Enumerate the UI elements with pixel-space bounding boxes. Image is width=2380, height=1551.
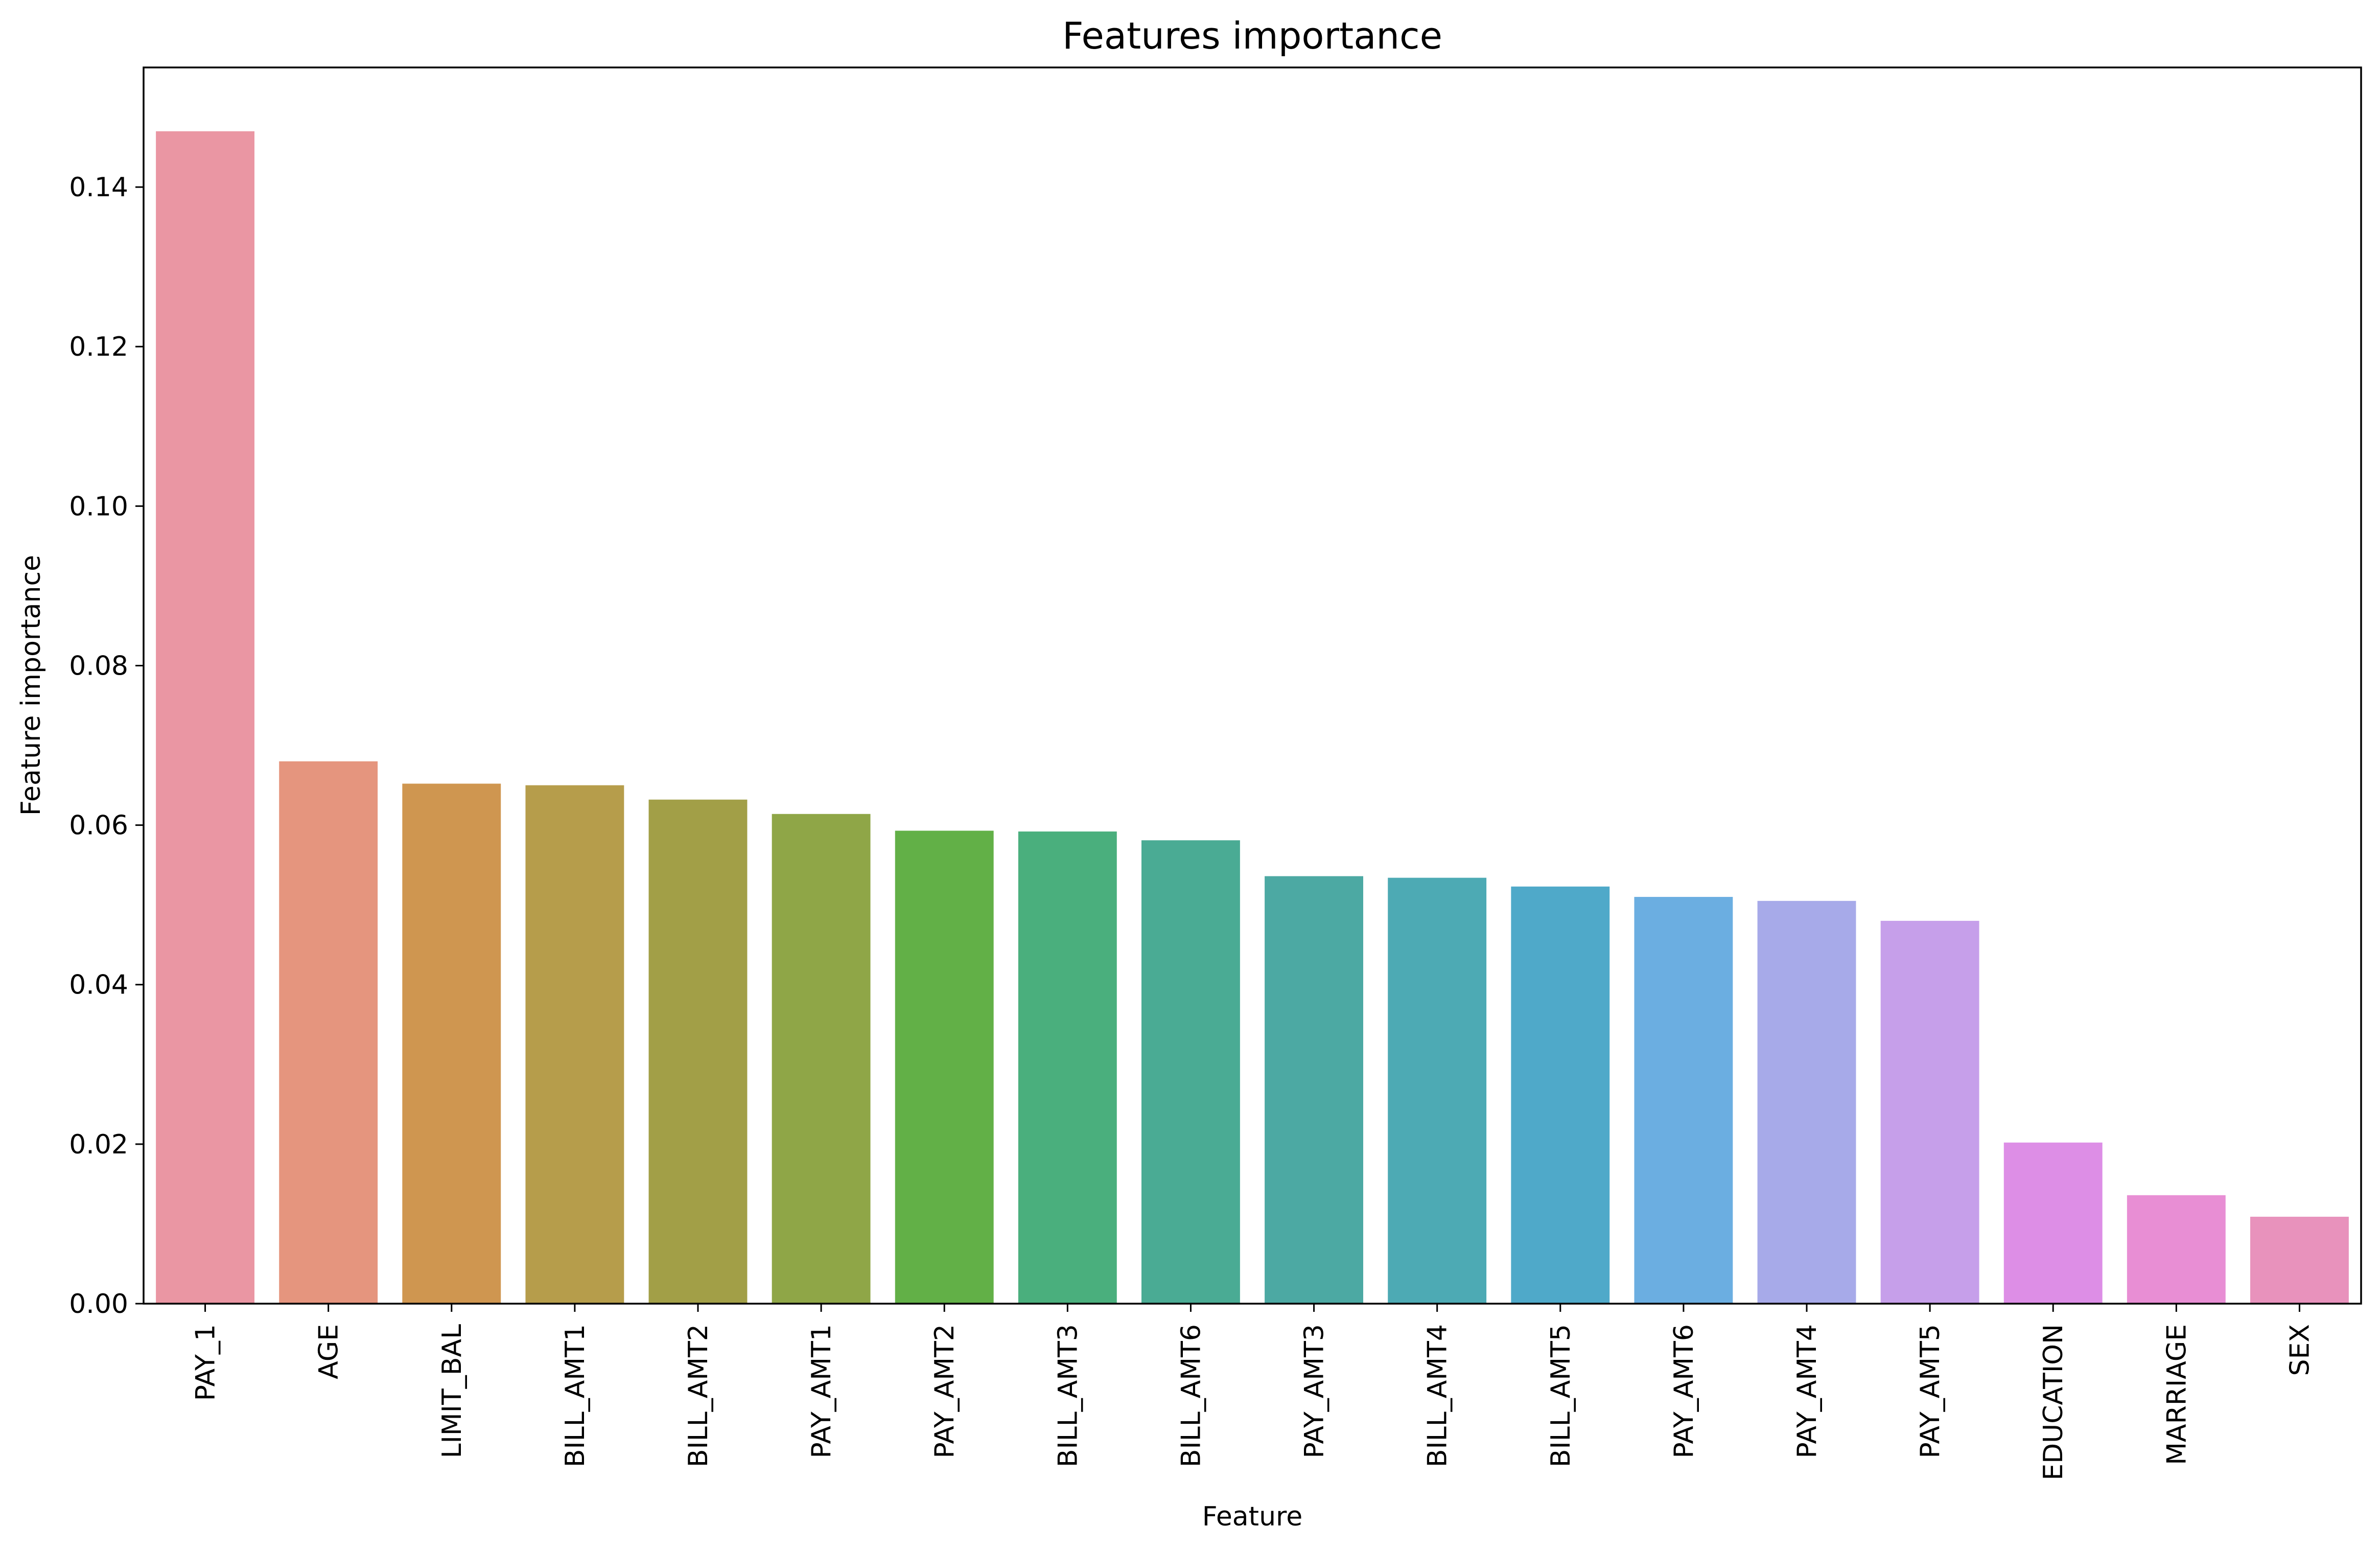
x-tick-label: LIMIT_BAL	[437, 1324, 468, 1459]
x-tick-label: PAY_AMT2	[929, 1324, 960, 1459]
x-tick-label: PAY_AMT1	[806, 1324, 837, 1459]
bar-pay-amt1	[772, 814, 871, 1304]
bar-pay-1	[156, 131, 254, 1304]
x-tick-label: BILL_AMT6	[1176, 1324, 1206, 1467]
x-tick-label: BILL_AMT1	[560, 1324, 591, 1467]
y-tick-label: 0.10	[69, 491, 128, 522]
x-tick-label: BILL_AMT3	[1053, 1324, 1083, 1467]
x-tick-label: SEX	[2284, 1324, 2315, 1376]
bar-pay-amt4	[1757, 900, 1856, 1304]
y-axis-label: Feature importance	[16, 555, 46, 816]
x-axis-ticks: PAY_1 AGE LIMIT_BAL BILL_AMT1 BILL_AMT2 PAY_A…	[191, 1304, 2315, 1480]
x-tick-label: PAY_AMT6	[1669, 1324, 1699, 1459]
bar-education	[2003, 1142, 2103, 1304]
bar-bill-amt5	[1511, 886, 1610, 1304]
x-tick-label: PAY_AMT3	[1299, 1324, 1330, 1459]
x-tick-label: PAY_1	[191, 1324, 221, 1401]
bar-bill-amt2	[648, 799, 748, 1304]
x-tick-label: BILL_AMT5	[1546, 1324, 1576, 1467]
y-tick-label: 0.02	[69, 1129, 128, 1160]
plot-frame	[143, 66, 2362, 1305]
chart-title: Features importance	[1062, 14, 1442, 57]
bar-bill-amt1	[525, 785, 624, 1304]
x-tick-label: AGE	[314, 1324, 344, 1379]
y-tick-label: 0.06	[69, 811, 128, 841]
x-tick-label: PAY_AMT4	[1792, 1324, 1823, 1459]
bar-limit-bal	[402, 783, 501, 1304]
bar-age	[279, 761, 378, 1304]
bar-pay-amt3	[1265, 876, 1363, 1304]
bar-bill-amt4	[1388, 877, 1487, 1304]
bar-pay-amt5	[1880, 920, 1979, 1304]
y-tick-label: 0.12	[69, 332, 128, 362]
bars	[156, 131, 2349, 1304]
y-tick-label: 0.14	[69, 172, 128, 203]
y-tick-label: 0.00	[69, 1289, 128, 1319]
bar-bill-amt3	[1018, 831, 1117, 1304]
x-tick-label: MARRIAGE	[2161, 1324, 2192, 1465]
x-tick-label: BILL_AMT4	[1422, 1324, 1453, 1467]
bar-marriage	[2127, 1195, 2226, 1304]
bar-sex	[2250, 1216, 2349, 1304]
y-tick-label: 0.08	[69, 651, 128, 681]
x-axis-label: Feature	[1202, 1501, 1303, 1532]
bar-pay-amt6	[1634, 897, 1733, 1304]
x-tick-label: EDUCATION	[2038, 1324, 2069, 1480]
bar-pay-amt2	[895, 830, 994, 1304]
y-tick-label: 0.04	[69, 970, 128, 1001]
x-tick-label: PAY_AMT5	[1915, 1324, 1946, 1459]
x-tick-label: BILL_AMT2	[683, 1324, 714, 1467]
y-axis-ticks: 0.00 0.02 0.04 0.06 0.08 0.10 0.12 0.14	[69, 172, 144, 1319]
bar-bill-amt6	[1141, 840, 1240, 1304]
